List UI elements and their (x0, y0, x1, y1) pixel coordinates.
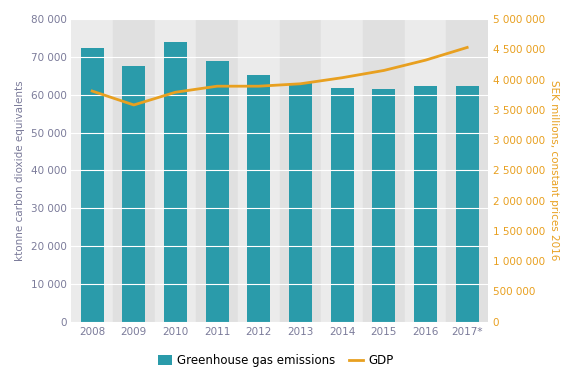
Bar (71, 19, 113, 322)
GDP (214, 84, 220, 88)
GDP (339, 76, 346, 80)
Bar (247, 75, 270, 322)
Bar (363, 19, 405, 322)
Bar (331, 88, 354, 322)
GDP (464, 45, 471, 50)
Bar (122, 65, 145, 322)
Bar (280, 19, 321, 322)
GDP (172, 90, 179, 94)
Bar (405, 19, 447, 322)
Bar (205, 60, 228, 322)
Bar (113, 19, 154, 322)
Bar (81, 48, 103, 322)
Bar (414, 86, 437, 322)
GDP (297, 82, 304, 86)
GDP (89, 89, 96, 93)
GDP (422, 58, 429, 62)
Bar (447, 19, 488, 322)
Bar (238, 19, 280, 322)
Bar (289, 82, 312, 322)
Bar (373, 89, 395, 322)
Bar (456, 85, 479, 322)
Y-axis label: SEK millions, constant prices 2016: SEK millions, constant prices 2016 (549, 80, 559, 260)
GDP (381, 68, 387, 73)
Bar (164, 42, 187, 322)
Line: GDP: GDP (92, 48, 467, 105)
GDP (130, 103, 137, 107)
Bar (154, 19, 196, 322)
Bar (321, 19, 363, 322)
Legend: Greenhouse gas emissions, GDP: Greenhouse gas emissions, GDP (153, 350, 398, 372)
Bar (196, 19, 238, 322)
GDP (255, 84, 262, 88)
Y-axis label: ktonne carbon dioxide equivalents: ktonne carbon dioxide equivalents (15, 80, 25, 261)
